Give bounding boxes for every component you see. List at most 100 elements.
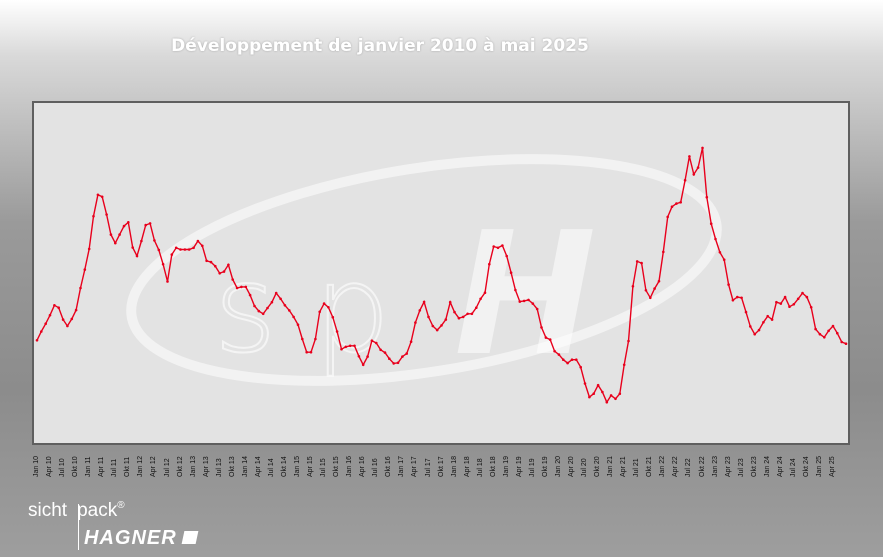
x-tick-label: Apr 10	[46, 456, 53, 477]
data-point	[727, 283, 730, 286]
x-tick-label: Apr 18	[463, 456, 471, 477]
data-point	[309, 350, 313, 354]
data-point	[240, 285, 243, 289]
data-point	[466, 312, 469, 316]
data-point	[340, 347, 343, 351]
data-point	[779, 302, 783, 305]
data-point	[496, 246, 500, 250]
x-tick-label: Apr 25	[829, 456, 836, 477]
x-tick-label: Apr 24	[776, 456, 784, 477]
data-point	[118, 233, 121, 236]
data-point	[288, 309, 291, 312]
logo-hagner-text: HAGNER	[84, 527, 177, 549]
data-point	[283, 304, 287, 307]
data-point	[222, 270, 226, 273]
data-point	[535, 307, 539, 311]
data-point	[301, 337, 304, 341]
data-point	[553, 349, 556, 353]
data-point	[714, 237, 717, 241]
data-point	[688, 155, 691, 158]
data-point	[61, 318, 65, 321]
x-tick-label: Okt 11	[124, 456, 132, 477]
data-point	[501, 244, 504, 247]
data-point	[448, 300, 452, 304]
data-point	[261, 312, 265, 316]
data-point	[335, 330, 339, 333]
x-tick-label: Apr 15	[307, 456, 314, 477]
data-point	[557, 353, 561, 356]
watermark-p: p	[314, 241, 390, 380]
data-point	[401, 355, 404, 358]
data-point	[705, 195, 709, 199]
data-point	[614, 397, 617, 401]
x-tick-label: Jan 24	[763, 455, 771, 477]
data-point	[435, 328, 439, 332]
data-point	[814, 327, 817, 331]
data-point	[783, 295, 787, 299]
data-point	[179, 248, 182, 251]
x-tick-label: Okt 17	[437, 456, 445, 477]
x-tick-label: Jan 12	[137, 455, 145, 477]
data-point	[644, 289, 648, 292]
data-point	[296, 323, 300, 326]
data-point	[627, 339, 630, 343]
data-point	[331, 315, 335, 319]
data-point	[292, 315, 295, 319]
x-tick-label: Okt 22	[698, 456, 706, 477]
x-tick-label: Jul 20	[581, 458, 588, 477]
data-point	[318, 310, 322, 314]
data-point	[366, 355, 369, 358]
x-tick-label: Jan 14	[241, 455, 249, 477]
data-point	[505, 254, 509, 258]
data-point	[818, 332, 822, 336]
data-point	[131, 246, 134, 249]
data-point	[844, 342, 848, 345]
data-point	[427, 315, 430, 319]
data-point	[518, 300, 522, 303]
data-point	[823, 336, 826, 339]
data-point	[57, 306, 60, 309]
x-tick-label: Apr 14	[254, 456, 262, 477]
data-point	[470, 312, 474, 316]
data-point	[44, 322, 47, 325]
data-point	[218, 272, 221, 275]
sichtpack-hagner-logo: sicht pack® HAGNER	[28, 500, 268, 552]
data-point	[605, 400, 609, 404]
data-point	[405, 352, 409, 355]
data-point	[740, 296, 743, 300]
data-point	[718, 251, 722, 254]
data-point	[618, 392, 622, 396]
x-tick-label: Okt 15	[333, 456, 341, 477]
data-point	[653, 287, 656, 290]
data-point	[48, 313, 52, 317]
data-point	[522, 299, 526, 303]
data-point	[109, 233, 113, 236]
data-point	[414, 321, 417, 324]
chart-area: s p H	[32, 101, 850, 445]
data-point	[809, 306, 813, 309]
x-tick-label: Jul 17	[424, 458, 432, 477]
data-point	[96, 193, 100, 197]
data-point	[370, 339, 374, 342]
logo-wordmark-top: sicht pack®	[28, 500, 125, 522]
data-point	[100, 195, 104, 199]
x-tick-label: Okt 16	[385, 456, 393, 477]
data-point	[396, 361, 400, 365]
data-point	[509, 271, 513, 274]
x-tick-label: Okt 10	[72, 456, 80, 477]
data-point	[205, 259, 208, 263]
x-tick-label: Apr 12	[150, 456, 158, 477]
x-tick-label: Jul 12	[163, 458, 171, 477]
data-point	[622, 363, 626, 367]
data-point	[270, 300, 274, 304]
data-point	[722, 258, 726, 261]
data-point	[322, 302, 326, 305]
x-tick-label: Jan 18	[450, 455, 458, 477]
data-point	[135, 254, 139, 258]
data-point	[744, 310, 748, 314]
data-point	[79, 286, 82, 290]
data-point	[488, 262, 491, 266]
data-point	[479, 297, 482, 301]
data-point	[166, 280, 169, 283]
data-point	[631, 285, 635, 288]
